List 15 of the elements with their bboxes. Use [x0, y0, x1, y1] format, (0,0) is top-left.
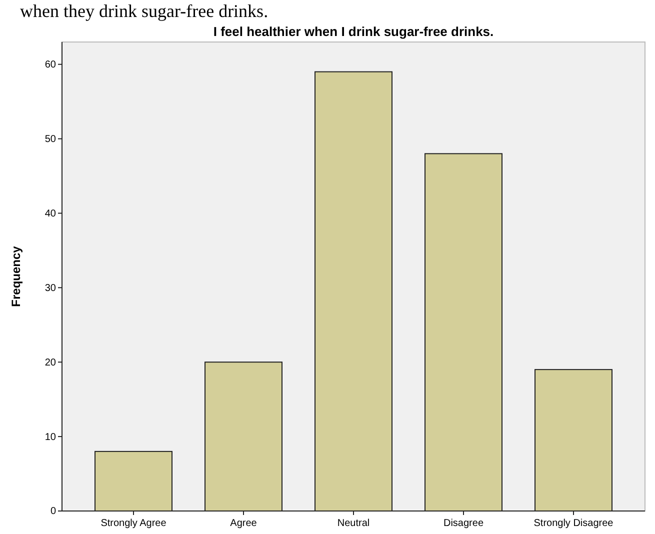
y-tick-label: 0 — [50, 506, 56, 518]
chart-title: I feel healthier when I drink sugar-free drinks. — [213, 24, 494, 39]
text: when they drink sugar-free drinks. — [20, 1, 268, 21]
y-tick-label: 20 — [44, 357, 56, 368]
y-axis-title: Frequency — [9, 246, 23, 307]
x-tick-label: Strongly Disagree — [534, 518, 614, 529]
x-tick-label: Disagree — [443, 518, 484, 529]
y-tick-label: 40 — [44, 208, 56, 220]
x-tick-label: Neutral — [337, 518, 370, 529]
y-tick-label: 50 — [44, 134, 56, 145]
x-tick-label: Agree — [230, 518, 258, 529]
y-tick-label: 60 — [44, 60, 56, 71]
x-tick-label: Strongly Agree — [100, 518, 167, 529]
y-tick-label: 10 — [44, 432, 56, 443]
y-tick-label: 30 — [44, 282, 56, 294]
